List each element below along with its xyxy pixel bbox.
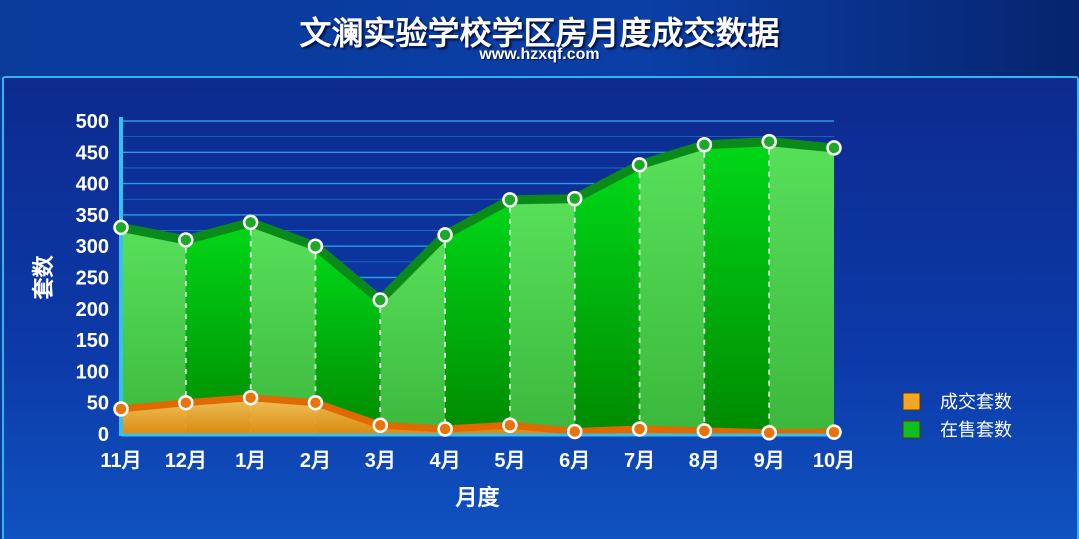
deal-line — [120, 394, 835, 437]
in-sale-point — [631, 157, 648, 173]
x-tick-label: 10月 — [813, 450, 855, 472]
deal-point — [826, 424, 842, 440]
in-sale-point — [826, 140, 842, 156]
deal-point — [307, 394, 324, 411]
legend-label: 在售套数 — [940, 420, 1012, 441]
chart-title: 文澜实验学校学区房月度成交数据 — [299, 14, 780, 52]
y-tick-label: 400 — [76, 174, 109, 196]
y-tick-labels: 0 50 100 150 200 250 300 350 400 450 500 — [76, 111, 109, 446]
in-sale-area-segment — [509, 198, 575, 434]
y-tick-label: 500 — [76, 111, 109, 133]
in-sale-area — [121, 141, 834, 434]
x-tick-label: 12月 — [165, 450, 207, 472]
in-sale-area-segment — [315, 246, 381, 434]
deal-point — [696, 423, 713, 439]
in-sale-point — [696, 137, 713, 153]
deal-point — [502, 417, 518, 433]
y-tick-label: 50 — [87, 393, 109, 415]
deal-point — [566, 423, 583, 440]
x-tick-label: 8月 — [689, 450, 720, 472]
x-tick-label: 5月 — [494, 450, 525, 472]
x-tick-label: 6月 — [559, 450, 590, 472]
x-tick-label: 1月 — [235, 450, 266, 472]
deal-point — [761, 424, 777, 441]
y-tick-label: 300 — [76, 236, 109, 258]
x-tick-label: 7月 — [624, 450, 655, 472]
in-sale-area-segment — [185, 222, 251, 434]
in-sale-area-segment — [121, 227, 186, 434]
y-tick-label: 350 — [76, 205, 109, 227]
x-tick-label: 4月 — [430, 450, 461, 472]
in-sale-point — [566, 190, 583, 207]
in-sale-point — [761, 133, 777, 150]
deal-point — [113, 401, 129, 417]
y-tick-label: 200 — [76, 299, 109, 321]
x-tick-label: 3月 — [365, 450, 396, 472]
x-axis-title: 月度 — [454, 485, 500, 511]
chart-subtitle: www.hzxqf.com — [479, 46, 600, 63]
y-tick-label: 0 — [98, 424, 109, 446]
in-sale-area-segment — [769, 141, 834, 434]
deal-point — [178, 394, 194, 411]
in-sale-point — [372, 292, 389, 308]
in-sale-line — [120, 137, 835, 305]
in-sale-point — [113, 219, 129, 236]
in-sale-area-segment — [639, 144, 705, 434]
in-sale-area-segment — [445, 199, 510, 434]
in-sale-point — [437, 227, 453, 243]
in-sale-area-segment — [704, 141, 770, 434]
legend-label: 成交套数 — [940, 392, 1012, 413]
y-tick-label: 450 — [76, 142, 109, 164]
x-tick-label: 11月 — [100, 450, 141, 472]
y-tick-label: 250 — [76, 268, 109, 290]
legend-swatch — [902, 392, 921, 411]
in-sale-area-segment — [250, 222, 316, 434]
deal-point — [631, 421, 648, 437]
deal-point — [372, 417, 389, 433]
deal-points — [113, 389, 842, 441]
in-sale-point — [307, 238, 324, 254]
x-tick-labels: 11月 12月 1月 2月 3月 4月 5月 6月 7月 8月 9月 10月 — [100, 450, 855, 472]
y-axis-title: 套数 — [31, 255, 57, 300]
x-tick-label: 9月 — [754, 450, 785, 472]
in-sale-points — [113, 133, 842, 308]
y-tick-label: 150 — [76, 330, 109, 352]
deal-point — [242, 389, 259, 406]
in-sale-point — [242, 214, 259, 231]
in-sale-point — [502, 192, 518, 208]
deal-point — [437, 421, 453, 437]
in-sale-area-segment — [574, 164, 640, 434]
deal-area — [121, 397, 834, 434]
in-sale-point — [178, 232, 194, 248]
x-tick-label: 2月 — [300, 450, 331, 472]
legend-swatch — [902, 420, 921, 439]
y-tick-label: 100 — [76, 361, 109, 383]
